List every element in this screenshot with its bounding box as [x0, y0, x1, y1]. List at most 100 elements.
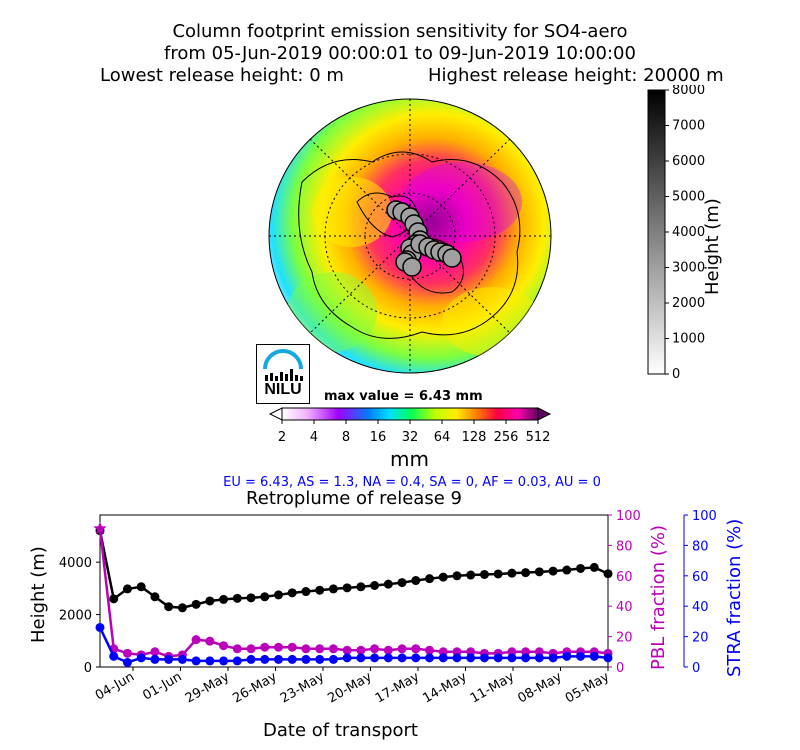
series-point-right1 — [370, 644, 380, 654]
series-point-right2 — [301, 654, 311, 664]
series-point-right2 — [493, 653, 503, 663]
series-point-left — [219, 594, 229, 604]
title-line-1: Column footprint emission sensitivity fo… — [172, 21, 628, 42]
x-tick-label: 26-May — [230, 669, 279, 706]
series-line-right1 — [98, 528, 609, 658]
series-point-left — [342, 583, 352, 593]
series-point-left — [425, 574, 435, 584]
stra-tick-label: 20 — [692, 631, 709, 646]
series-point-right2 — [603, 653, 613, 663]
height-colorbar: 0 1000 2000 3000 4000 5000 6000 7000 8000 — [647, 85, 705, 382]
series-point-left — [273, 590, 283, 600]
series-point-left — [411, 576, 421, 586]
series-point-left — [301, 587, 311, 597]
series-point-left — [383, 579, 393, 589]
series-point-left — [479, 569, 489, 579]
retroplume-points — [386, 200, 462, 277]
height-tick-label: 0 — [672, 367, 680, 382]
pbl-tick-label: 80 — [616, 539, 633, 554]
series-point-right1 — [411, 644, 421, 654]
height-colorbar-label-wrap: Height (m) — [702, 175, 742, 295]
series-point-right1 — [273, 642, 283, 652]
series-point-right2 — [548, 653, 558, 663]
series-point-right2 — [315, 654, 325, 664]
series-point-left — [122, 584, 132, 594]
series-point-left — [438, 572, 448, 582]
series-point-left — [246, 593, 256, 603]
series-point-right2 — [411, 653, 421, 663]
series-point-left — [315, 585, 325, 595]
y-tick-label: 2000 — [59, 609, 92, 624]
series-point-right2 — [328, 654, 338, 664]
series-point-right2 — [466, 653, 476, 663]
series-point-right2 — [383, 653, 393, 663]
x-tick-label: 29-May — [183, 669, 232, 706]
series-point-left — [452, 571, 462, 581]
series-point-right1 — [219, 641, 229, 651]
series-point-right1 — [191, 635, 201, 645]
x-tick-label: 01-Jun — [140, 669, 184, 703]
series-point-left — [521, 568, 531, 578]
retroplume-point — [402, 257, 422, 277]
series-point-right2 — [507, 653, 517, 663]
height-colorbar-label: Height (m) — [702, 198, 723, 295]
series-point-left — [370, 580, 380, 590]
series-point-left — [534, 567, 544, 577]
series-point-right1 — [287, 642, 297, 652]
series-point-left — [603, 569, 613, 579]
height-tick-label: 6000 — [672, 154, 705, 169]
colorbar-tick-label: 4 — [310, 430, 318, 445]
lowest-release-label: Lowest release height: 0 m — [100, 65, 344, 86]
highest-release-label: Highest release height: 20000 m — [428, 65, 724, 86]
series-point-left — [507, 568, 517, 578]
series-point-left — [589, 562, 599, 572]
series-point-right2 — [219, 656, 229, 666]
pbl-tick-label: 20 — [616, 631, 633, 646]
x-tick-label: 04-Jun — [93, 669, 137, 703]
series-point-right2 — [479, 653, 489, 663]
height-tick-label: 5000 — [672, 190, 705, 205]
y-axis-label: Height (m) — [28, 546, 49, 643]
stra-tick-label: 80 — [692, 539, 709, 554]
stra-tick-label: 0 — [692, 661, 700, 676]
series-point-right1 — [383, 645, 393, 655]
series-point-right2 — [109, 651, 119, 661]
region-stats: EU = 6.43, AS = 1.3, NA = 0.4, SA = 0, A… — [223, 475, 601, 490]
series-point-right2 — [356, 653, 366, 663]
series-point-left — [177, 603, 187, 613]
series-point-right2 — [164, 654, 174, 664]
colorbar-tick-label: 2 — [278, 430, 286, 445]
series-point-right2 — [438, 653, 448, 663]
series-point-right1 — [260, 642, 270, 652]
x-tick-label: 23-May — [278, 669, 327, 706]
retroplume-point — [442, 248, 462, 268]
series-point-right1 — [356, 645, 366, 655]
y-tick-label: 4000 — [59, 556, 92, 571]
series-point-left — [191, 599, 201, 609]
nilu-logo-text: NILU — [264, 381, 302, 398]
series-point-left — [328, 584, 338, 594]
series-point-right1 — [232, 644, 242, 654]
series-point-right2 — [534, 653, 544, 663]
stra-axis-label: STRA fraction (%) — [724, 519, 745, 677]
footprint-colorbar: 2 4 8 16 32 64 128 256 512 — [268, 407, 552, 445]
map-overlay — [269, 99, 551, 373]
series-point-left — [232, 593, 242, 603]
pbl-axis-label: PBL fraction (%) — [648, 525, 669, 670]
pbl-tick-label: 100 — [616, 509, 641, 524]
height-tick-label: 1000 — [672, 332, 705, 347]
x-tick-label: 14-May — [420, 669, 469, 706]
series-point-right2 — [273, 654, 283, 664]
stra-tick-label: 100 — [692, 509, 717, 524]
colorbar-tick-label: 512 — [526, 430, 551, 445]
series-point-left — [136, 582, 146, 592]
series-point-right2 — [452, 653, 462, 663]
series-line-right2 — [98, 626, 609, 664]
series-point-right1 — [122, 648, 132, 658]
series-point-left — [493, 569, 503, 579]
height-tick-label: 3000 — [672, 261, 705, 276]
series-point-right2 — [576, 651, 586, 661]
series-point-left — [576, 563, 586, 573]
colorbar-tick-label: 16 — [370, 430, 387, 445]
